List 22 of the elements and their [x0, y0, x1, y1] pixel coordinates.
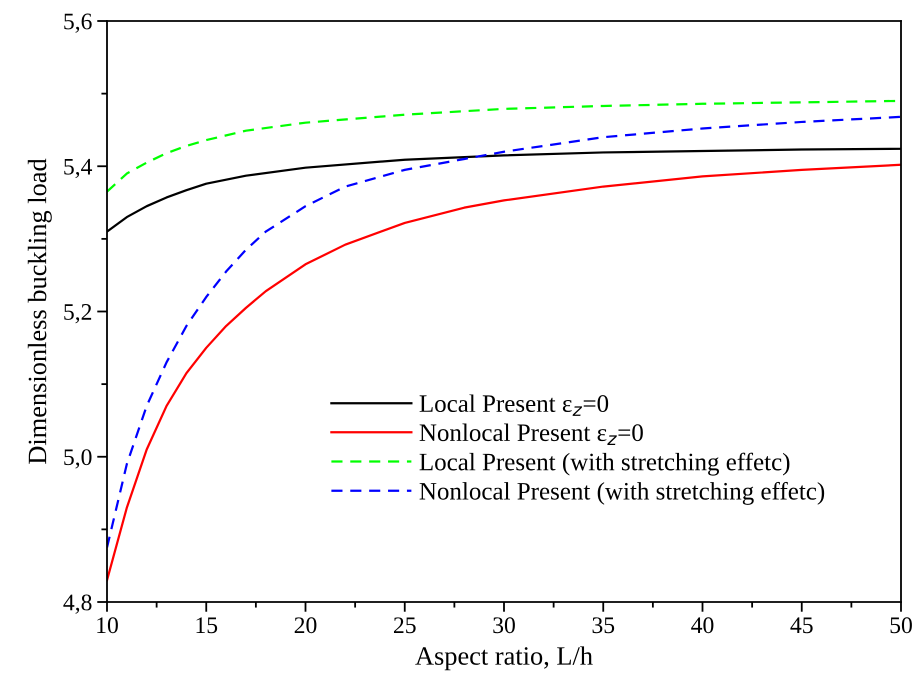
- y-tick-label: 5,2: [64, 304, 92, 324]
- legend-label: Nonlocal Present ε$_{z}$=0: [420, 424, 643, 445]
- x-tick-label: 30: [493, 617, 515, 634]
- legend-label: Local Present (with stretching effetc): [420, 452, 790, 476]
- y-tick-label: 5,0: [64, 449, 92, 469]
- line-series: [107, 116, 901, 549]
- y-axis-title: Dimensionless buckling load: [28, 158, 52, 464]
- y-tick-label: 5,4: [64, 158, 92, 178]
- x-tick-label: 15: [196, 617, 218, 634]
- x-tick-label: 45: [790, 617, 813, 634]
- line-series: [107, 164, 901, 582]
- x-tick-label: 50: [890, 617, 912, 634]
- y-tick-label: 4,8: [63, 594, 92, 614]
- x-tick-label: 10: [97, 617, 118, 634]
- x-tick-label: 35: [592, 617, 614, 634]
- legend-label: Nonlocal Present (with stretching effetc): [420, 482, 824, 505]
- x-tick-label: 20: [294, 617, 316, 634]
- x-tick-label: 25: [394, 617, 416, 634]
- x-axis-title: Aspect ratio, L/h: [415, 646, 593, 670]
- y-tick-label: 5,6: [64, 14, 92, 33]
- x-tick-label: 40: [691, 617, 714, 634]
- legend-label: Local Present ε$_{z}$=0: [420, 394, 608, 416]
